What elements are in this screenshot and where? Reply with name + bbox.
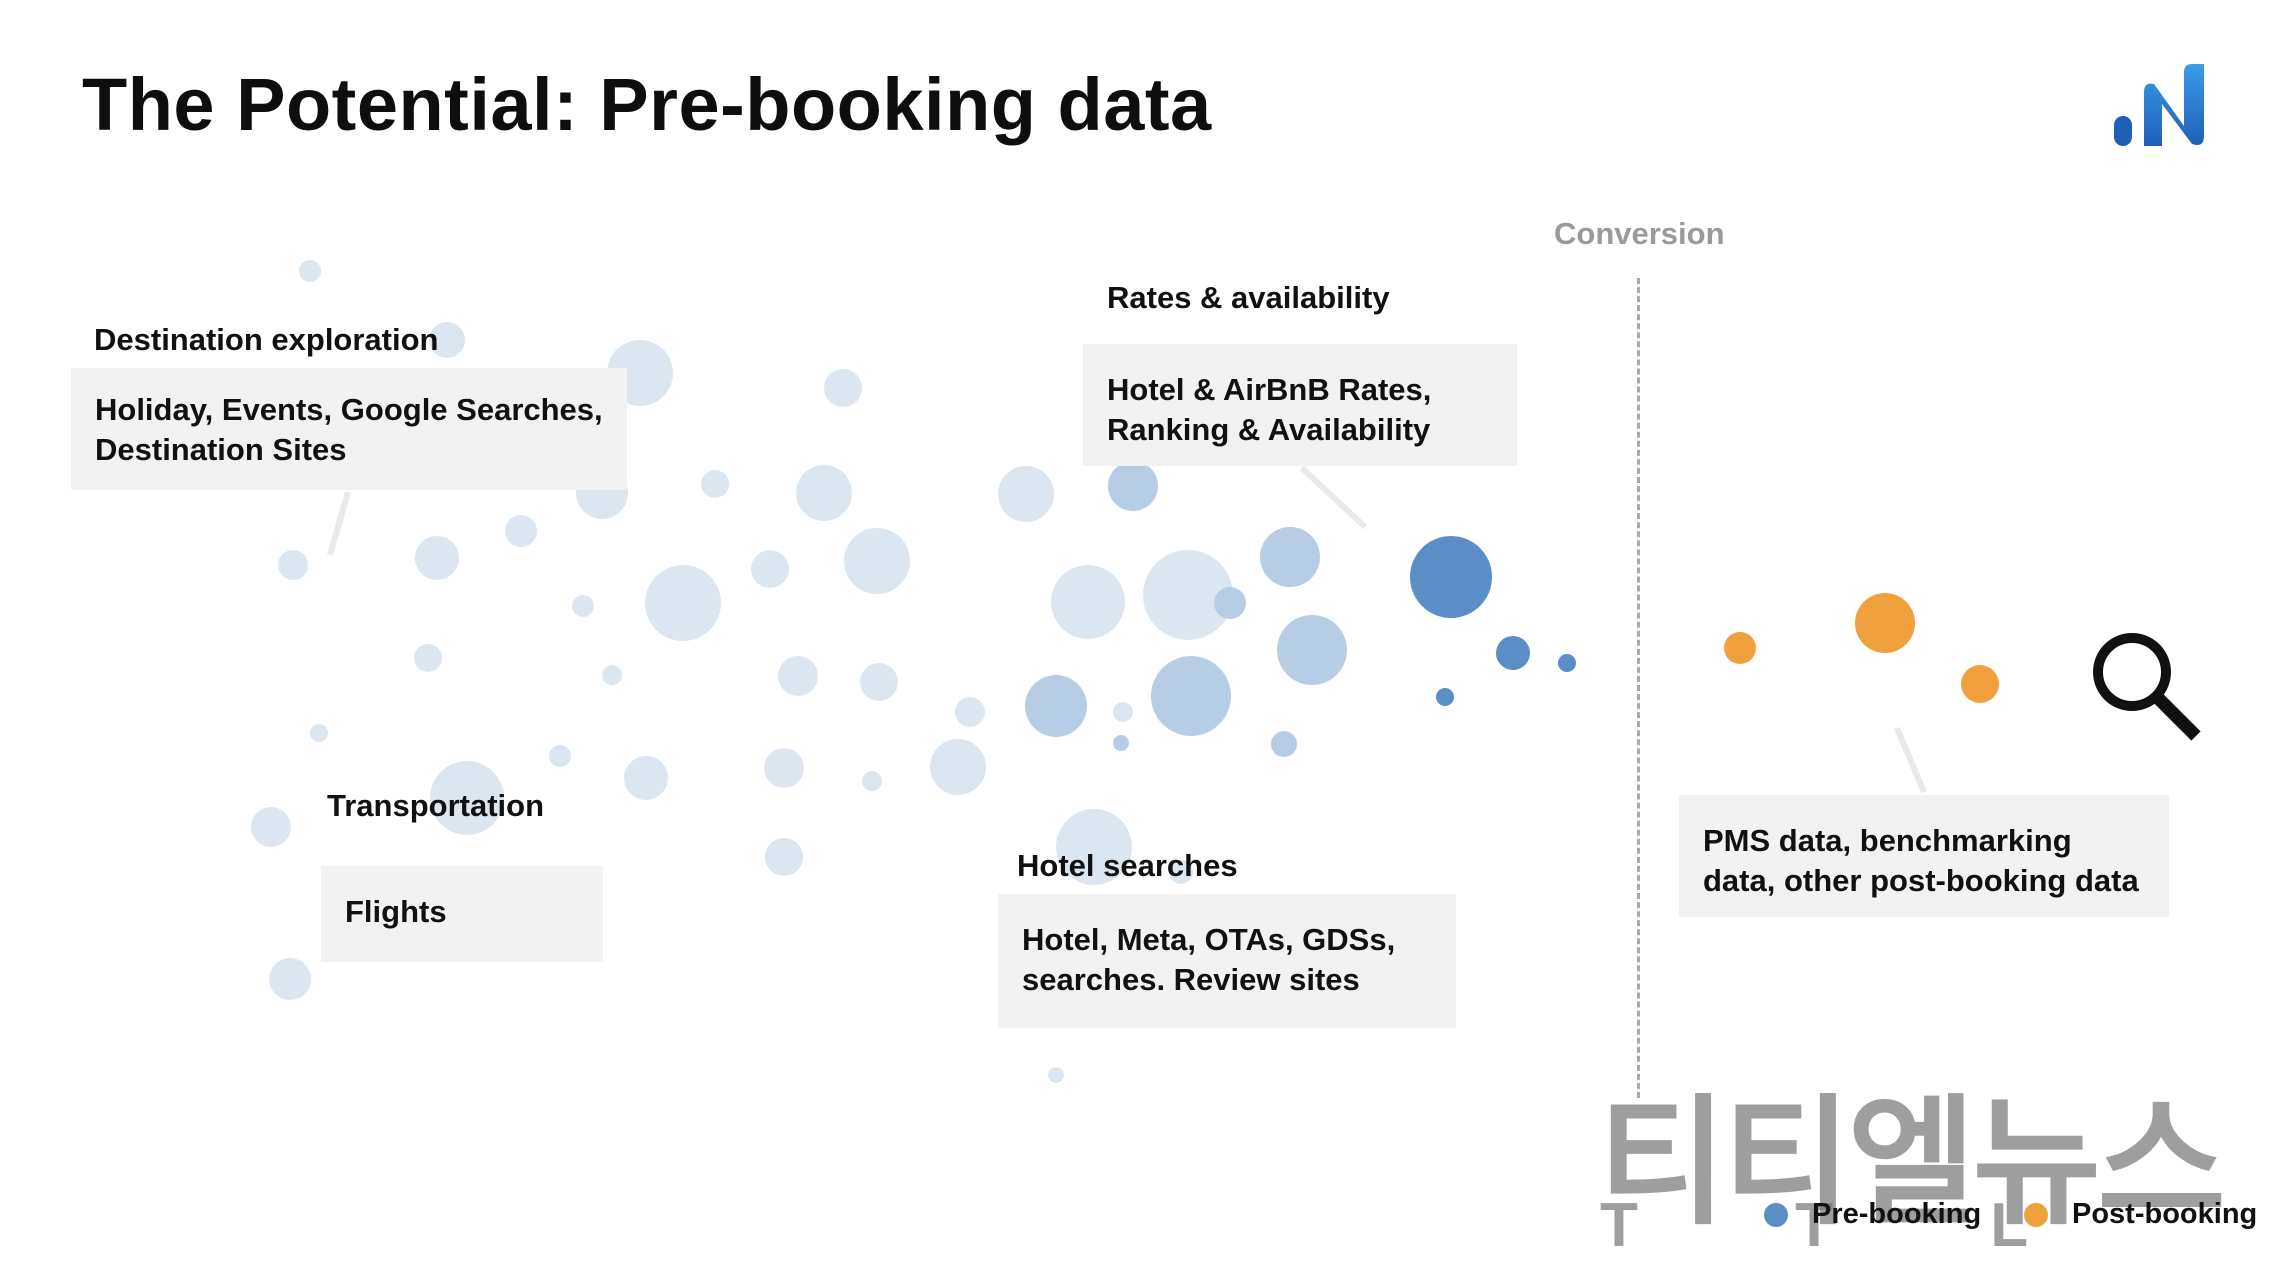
pre-booking-bubble [1558,654,1576,672]
rates-availability-line-1: Hotel & AirBnB Rates, [1107,372,1432,407]
legend-item-post-booking: Post-booking [2024,1198,2257,1231]
data-bubble [572,595,594,617]
data-bubble [751,550,789,588]
conversion-label: Conversion [1554,216,1725,251]
data-bubble [299,260,321,282]
data-bubble [1260,527,1320,587]
data-bubble [1169,860,1193,884]
data-bubble [765,838,803,876]
hotel-searches-line-2: searches. Review sites [1022,962,1360,997]
data-bubble [645,565,721,641]
data-bubble [1271,731,1297,757]
post-booking-box: PMS data, benchmarking data, other post-… [1679,795,2169,917]
transportation-box: Flights [321,866,603,962]
data-bubble [998,466,1054,522]
data-bubble [505,515,537,547]
data-bubble [844,528,910,594]
data-bubble [429,322,465,358]
data-bubble [1151,656,1231,736]
data-bubble [956,761,972,777]
data-bubble [1214,587,1246,619]
transportation-line-1: Flights [345,894,447,929]
data-bubble [1056,809,1132,885]
post-booking-bubble [1724,632,1756,664]
data-bubble [624,756,668,800]
data-bubble [860,663,898,701]
watermark-subtext: T T L [1600,1191,2099,1260]
data-bubble [824,369,862,407]
data-bubble [796,465,852,521]
data-bubble [955,697,985,727]
legend-label-post-booking: Post-booking [2072,1198,2258,1230]
legend-item-pre-booking: Pre-booking [1764,1198,1981,1231]
post-booking-line-1: PMS data, benchmarking [1703,823,2072,858]
pre-booking-bubble [1436,688,1454,706]
post-booking-line-2: data, other post-booking data [1703,863,2139,898]
data-bubble [430,761,504,835]
legend-label-pre-booking: Pre-booking [1812,1198,1982,1230]
rates-availability-line-2: Ranking & Availability [1107,412,1431,447]
hotel-searches-heading: Hotel searches [1017,848,1238,883]
data-bubble [251,807,291,847]
data-bubble [701,470,729,498]
hotel-searches-line-1: Hotel, Meta, OTAs, GDSs, [1022,922,1396,957]
data-bubble [1048,1067,1064,1083]
rates-availability-box: Hotel & AirBnB Rates, Ranking & Availabi… [1083,344,1517,466]
page-title: The Potential: Pre-booking data [82,63,1212,146]
data-bubble [549,745,571,767]
transportation-heading: Transportation [327,788,545,823]
data-bubble [310,724,328,742]
connector-line [327,491,351,556]
post-booking-bubble [1855,593,1915,653]
watermark-text: 티티엘뉴스 [1598,1082,2226,1245]
data-bubble [1108,461,1158,511]
data-bubble [1277,615,1347,685]
post-booking-bubble [1961,665,1999,703]
destination-exploration-box: Holiday, Events, Google Searches, Destin… [71,368,627,490]
hotel-searches-box: Hotel, Meta, OTAs, GDSs, searches. Revie… [998,894,1456,1028]
brand-n-logo-icon [2114,64,2204,146]
data-bubble [602,665,622,685]
data-bubble [1113,735,1129,751]
data-bubble [1025,675,1087,737]
rates-availability-heading: Rates & availability [1107,280,1390,315]
connector-line [1299,465,1368,530]
legend-swatch-post-booking [2024,1202,2048,1227]
destination-exploration-heading: Destination exploration [94,322,439,357]
conversion-divider [1637,278,1640,1098]
data-bubble [764,748,804,788]
data-bubble [1113,702,1133,722]
legend-swatch-pre-booking [1764,1202,1788,1227]
destination-exploration-line-1: Holiday, Events, Google Searches, [95,392,603,427]
data-bubble [278,550,308,580]
destination-exploration-line-2: Destination Sites [95,432,347,467]
data-bubble [415,536,459,580]
data-bubble [1051,565,1125,639]
data-bubble [269,958,311,1000]
connector-line [1894,726,1927,794]
magnifier-icon [2093,633,2201,741]
data-bubble [778,656,818,696]
pre-booking-bubble [1496,636,1530,670]
data-bubble [414,644,442,672]
data-bubble [1143,550,1233,640]
pre-booking-bubble [1410,536,1492,618]
data-bubble [862,771,882,791]
